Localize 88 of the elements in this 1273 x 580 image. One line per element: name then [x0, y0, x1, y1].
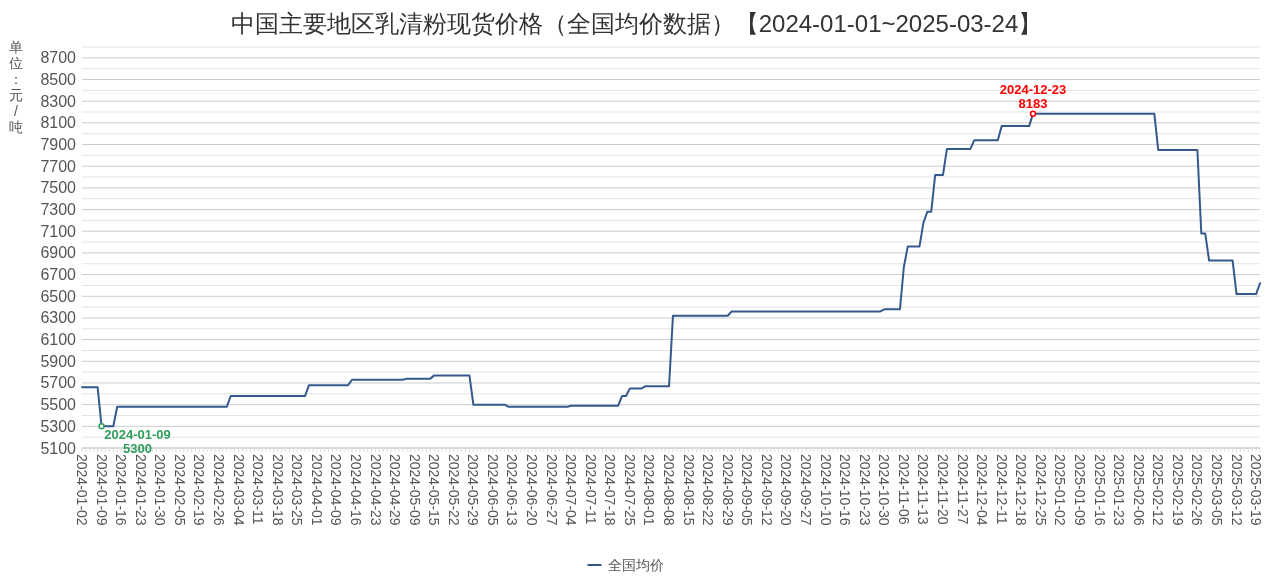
x-tick-label: 2024-09-12 — [758, 454, 775, 526]
x-tick-label: 2024-02-19 — [191, 454, 208, 526]
x-tick-label: 2024-08-08 — [661, 454, 678, 526]
x-tick-label: 2024-10-23 — [856, 454, 873, 526]
x-tick-label: 2024-02-05 — [171, 454, 188, 526]
x-tick-label: 2025-03-05 — [1208, 454, 1225, 526]
x-tick-label: 2024-03-18 — [269, 454, 286, 526]
x-tick-label: 2025-03-12 — [1228, 454, 1245, 526]
x-tick-label: 2024-12-11 — [993, 454, 1010, 525]
x-tick-label: 2024-11-13 — [915, 454, 932, 525]
x-tick-label: 2024-07-25 — [621, 454, 638, 526]
x-tick-label: 2024-09-27 — [798, 454, 815, 526]
y-tick-label: 8100 — [40, 114, 77, 132]
y-tick-label: 7300 — [40, 201, 77, 219]
x-tick-label: 2024-04-29 — [387, 454, 404, 526]
x-tick-label: 2024-11-06 — [895, 454, 912, 525]
y-axis-title: 单位：元/吨 — [9, 39, 23, 135]
y-tick-label: 5100 — [40, 439, 77, 457]
x-tick-label: 2025-02-26 — [1189, 454, 1206, 526]
x-tick-label: 2025-02-12 — [1150, 454, 1167, 526]
x-tick-label: 2024-08-15 — [680, 454, 697, 526]
y-tick-label: 5300 — [40, 417, 77, 435]
annotation: 5300 — [123, 440, 153, 456]
annotation: 2024-01-09 — [104, 426, 171, 442]
x-tick-label: 2024-08-29 — [719, 454, 736, 526]
x-tick-label: 2025-02-06 — [1130, 454, 1147, 526]
x-tick-label: 2024-04-09 — [328, 454, 345, 526]
y-tick-label: 5900 — [40, 352, 77, 370]
x-tick-label: 2024-03-04 — [230, 454, 247, 526]
x-tick-label: 2024-10-16 — [837, 454, 854, 526]
x-tick-label: 2024-04-23 — [367, 454, 384, 526]
y-tick-label: 6100 — [40, 331, 77, 349]
x-tick-label: 2024-07-18 — [602, 454, 619, 526]
y-tick-label: 6900 — [40, 244, 77, 262]
x-tick-label: 2025-03-19 — [1248, 454, 1265, 526]
y-tick-label: 7900 — [40, 136, 77, 154]
legend-label: 全国均价 — [607, 557, 664, 573]
x-tick-label: 2024-05-29 — [465, 454, 482, 526]
y-tick-label: 5700 — [40, 374, 77, 392]
y-tick-label: 5500 — [40, 396, 77, 414]
x-tick-label: 2024-05-15 — [426, 454, 443, 526]
x-tick-label: 2024-01-30 — [152, 454, 169, 526]
y-tick-label: 7700 — [40, 157, 77, 175]
y-tick-label: 6300 — [40, 309, 77, 327]
y-tick-label: 6700 — [40, 266, 77, 284]
chart-title: 中国主要地区乳清粉现货价格（全国均价数据）【2024-01-01~2025-03-24】 — [230, 10, 1043, 37]
x-tick-label: 2024-06-05 — [484, 454, 501, 526]
y-tick-label: 8700 — [40, 49, 77, 67]
x-tick-label: 2024-02-26 — [210, 454, 227, 526]
x-tick-label: 2024-03-11 — [250, 454, 267, 525]
x-tick-label: 2024-04-01 — [308, 454, 325, 526]
x-tick-label: 2024-08-22 — [700, 454, 717, 526]
annotation: 8183 — [1018, 96, 1048, 112]
x-tick-label: 2025-01-23 — [1111, 454, 1128, 526]
y-tick-label: 8500 — [40, 71, 77, 89]
x-tick-label: 2024-06-27 — [543, 454, 560, 526]
x-tick-label: 2024-05-22 — [445, 454, 462, 526]
x-tick-label: 2025-02-19 — [1169, 454, 1186, 526]
x-tick-label: 2024-04-16 — [347, 454, 364, 526]
x-tick-label: 2024-12-18 — [1013, 454, 1030, 526]
x-tick-label: 2024-12-04 — [974, 454, 991, 526]
x-tick-label: 2024-10-30 — [876, 454, 893, 526]
x-tick-label: 2024-06-20 — [524, 454, 541, 526]
x-tick-label: 2024-07-04 — [563, 454, 580, 526]
x-tick-label: 2024-07-11 — [582, 454, 599, 525]
x-tick-label: 2025-01-09 — [1071, 454, 1088, 526]
annotation: 2024-12-23 — [999, 82, 1067, 98]
x-tick-label: 2024-09-20 — [778, 454, 795, 526]
x-tick-label: 2024-10-10 — [817, 454, 834, 526]
x-tick-label: 2024-12-25 — [1032, 454, 1049, 526]
x-tick-label: 2024-01-09 — [93, 454, 110, 526]
y-tick-label: 6500 — [40, 287, 77, 305]
x-tick-label: 2025-01-02 — [1052, 454, 1069, 526]
x-tick-label: 2025-01-16 — [1091, 454, 1108, 526]
x-tick-label: 2024-03-25 — [289, 454, 306, 526]
x-tick-label: 2024-09-05 — [739, 454, 756, 526]
x-tick-label: 2024-01-23 — [132, 454, 149, 526]
legend: 全国均价 — [586, 557, 664, 573]
y-tick-label: 7100 — [40, 222, 77, 240]
x-tick-label: 2024-01-02 — [74, 454, 90, 526]
x-tick-label: 2024-11-20 — [935, 454, 951, 525]
x-tick-label: 2024-06-13 — [504, 454, 521, 526]
x-tick-label: 2024-08-01 — [641, 454, 658, 526]
x-tick-label: 2024-05-09 — [406, 454, 423, 526]
y-tick-label: 8300 — [40, 92, 77, 110]
x-tick-label: 2024-11-27 — [954, 454, 971, 525]
y-tick-label: 7500 — [40, 179, 77, 197]
x-tick-label: 2024-01-16 — [113, 454, 130, 526]
